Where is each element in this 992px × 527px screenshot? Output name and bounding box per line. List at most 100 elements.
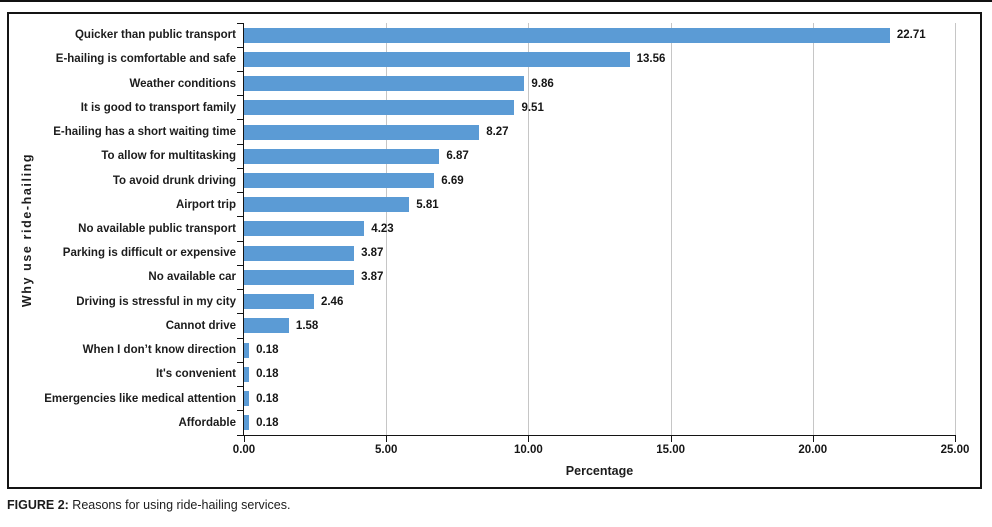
- x-tick-label: 15.00: [656, 444, 685, 456]
- bar-line: 3.87: [244, 265, 955, 289]
- figure-caption: FIGURE 2: Reasons for using ride-hailing…: [7, 498, 290, 512]
- x-axis-tick: [386, 435, 388, 442]
- value-label: 8.27: [486, 126, 509, 139]
- y-axis-tick: [237, 167, 244, 169]
- x-axis-tick: [528, 435, 530, 442]
- y-axis-tick: [237, 410, 244, 412]
- bar-row: Cannot drive 1.58: [166, 314, 955, 338]
- x-axis-tick: [955, 435, 956, 442]
- bar: [244, 148, 440, 164]
- bar-row: Airport trip 5.81: [176, 193, 955, 217]
- bar: [244, 221, 365, 237]
- bar-rows: Quicker than public transport 22.71 E-hail…: [44, 23, 955, 435]
- category-label: Emergencies like medical attention: [44, 392, 236, 405]
- value-label: 1.58: [295, 319, 319, 332]
- value-label: 3.87: [361, 247, 384, 260]
- x-tick-label: 5.00: [374, 444, 398, 456]
- category-label: Parking is difficult or expensive: [62, 247, 236, 260]
- value-label: 3.87: [361, 271, 384, 284]
- bar-line: 1.58: [244, 314, 955, 338]
- value-label: 9.51: [521, 101, 544, 114]
- value-label: 6.69: [441, 174, 464, 187]
- value-label: 0.18: [256, 392, 279, 405]
- gridline: [528, 23, 530, 435]
- bar: [244, 124, 480, 140]
- bar-line: 0.18: [244, 338, 955, 362]
- y-axis-tick: [237, 386, 244, 388]
- gridline: [386, 23, 388, 435]
- bar-line: 22.71: [244, 23, 955, 47]
- bar-row: Weather conditions 9.86: [130, 71, 955, 95]
- category-label: When I don’t know direction: [82, 344, 236, 357]
- bar-line: 8.27: [244, 120, 955, 144]
- value-label: 2.46: [320, 295, 344, 308]
- bar: [244, 51, 630, 67]
- page-top-rule: [0, 0, 992, 2]
- y-axis-tick: [237, 216, 244, 218]
- gridline: [812, 23, 814, 435]
- bar: [244, 318, 289, 334]
- bar: [244, 173, 435, 189]
- y-axis-tick: [237, 70, 244, 72]
- bar-row: To avoid drunk driving 6.69: [113, 168, 955, 192]
- value-label: 0.18: [256, 416, 279, 429]
- x-axis-tick: [812, 435, 814, 442]
- bar-line: 13.56: [244, 47, 955, 71]
- bar-row: E-hailing is comfortable and safe 13.56: [56, 47, 955, 71]
- x-axis-title: Percentage: [565, 464, 634, 478]
- bar: [244, 269, 355, 285]
- bar-row: When I don’t know direction 0.18: [83, 338, 955, 362]
- y-axis-tick: [237, 95, 244, 97]
- bar-line: 9.51: [244, 96, 955, 120]
- value-label: 13.56: [636, 53, 666, 66]
- x-axis-tick: [244, 435, 245, 442]
- x-tick-label: 25.00: [940, 444, 970, 456]
- y-axis-tick: [237, 434, 244, 436]
- category-label: To allow for multitasking: [101, 150, 236, 163]
- bar-line: 0.18: [244, 387, 955, 411]
- category-label: To avoid drunk driving: [112, 174, 236, 187]
- y-axis-tick: [237, 46, 244, 48]
- bar-row: No available public transport 4.23: [78, 217, 955, 241]
- bar: [244, 391, 250, 407]
- x-tick-label: 20.00: [798, 444, 828, 456]
- value-label: 4.23: [371, 222, 394, 235]
- y-axis-tick: [237, 22, 244, 24]
- bar: [244, 197, 410, 213]
- bar-line: 0.18: [244, 411, 955, 435]
- gridline: [670, 23, 672, 435]
- bar-row: Affordable 0.18: [179, 411, 955, 435]
- figure-caption-text: Reasons for using ride-hailing services.: [68, 498, 291, 512]
- x-tick-label: 10.00: [514, 444, 543, 456]
- bar-row: Quicker than public transport 22.71: [75, 23, 955, 47]
- x-axis-tick: [670, 435, 672, 442]
- bar: [244, 294, 314, 310]
- category-label: Cannot drive: [165, 319, 236, 332]
- y-axis-tick: [237, 289, 244, 291]
- bar-line: 3.87: [244, 241, 955, 265]
- y-axis-tick: [237, 337, 244, 339]
- bar-row: It is good to transport family 9.51: [81, 96, 955, 120]
- category-label: Affordable: [178, 416, 237, 429]
- category-label: No available car: [148, 271, 236, 284]
- bar-row: E-hailing has a short waiting time 8.27: [53, 120, 955, 144]
- value-label: 22.71: [896, 29, 926, 42]
- bar: [244, 415, 250, 431]
- figure-caption-label: FIGURE 2:: [7, 498, 69, 512]
- bar-line: 0.18: [244, 362, 955, 386]
- x-tick-label: 0.00: [232, 444, 256, 456]
- bar: [244, 76, 525, 92]
- bar-line: 2.46: [244, 290, 955, 314]
- plot-area: Quicker than public transport 22.71 E-hail…: [44, 22, 969, 478]
- bar-row: Parking is difficult or expensive 3.87: [63, 241, 955, 265]
- bar-line: 6.87: [244, 144, 955, 168]
- y-axis-tick: [237, 192, 244, 194]
- category-label: No available public transport: [78, 222, 236, 235]
- bar: [244, 366, 250, 382]
- bar-row: No available car 3.87: [148, 265, 955, 289]
- value-label: 9.86: [531, 77, 554, 90]
- y-axis-tick: [237, 143, 244, 145]
- y-axis-tick: [237, 240, 244, 242]
- bar-line: 6.69: [244, 168, 955, 192]
- bar-row: It's convenient 0.18: [156, 362, 955, 386]
